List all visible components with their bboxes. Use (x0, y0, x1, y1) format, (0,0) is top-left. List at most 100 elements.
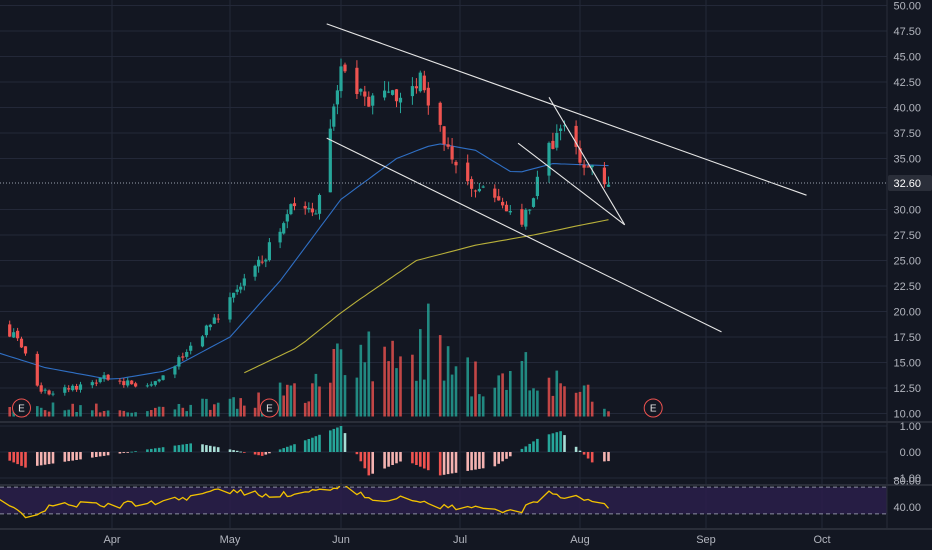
candle-body[interactable] (582, 164, 586, 168)
rsi-pane[interactable] (0, 483, 887, 519)
candle-body[interactable] (239, 286, 243, 290)
candle-body[interactable] (359, 88, 363, 92)
candle-body[interactable] (307, 207, 311, 210)
macd-pane[interactable] (0, 426, 610, 476)
candle-body[interactable] (418, 72, 422, 92)
candle-body[interactable] (189, 345, 193, 351)
candle-body[interactable] (94, 382, 98, 384)
candlesticks[interactable] (0, 58, 611, 397)
candle-body[interactable] (473, 190, 478, 192)
candle-body[interactable] (122, 381, 126, 386)
candle-body[interactable] (466, 162, 470, 182)
candle-body[interactable] (39, 385, 43, 392)
candle-body[interactable] (535, 176, 539, 196)
candle-body[interactable] (590, 165, 594, 168)
candle-body[interactable] (481, 186, 485, 188)
candle-body[interactable] (257, 259, 261, 267)
candle-body[interactable] (426, 87, 430, 106)
candle-body[interactable] (414, 86, 418, 89)
candle-body[interactable] (493, 188, 497, 198)
time-axis[interactable]: Apr May Jun Jul Aug Sep Oct (103, 534, 830, 546)
candle-body[interactable] (292, 203, 297, 207)
earnings-marker-circle[interactable] (643, 398, 663, 418)
candle-body[interactable] (90, 382, 94, 386)
candle-body[interactable] (208, 324, 212, 328)
candle-body[interactable] (157, 379, 161, 382)
candle-body[interactable] (524, 209, 528, 227)
candle-body[interactable] (145, 385, 149, 387)
candle-body[interactable] (204, 325, 208, 336)
candle-body[interactable] (51, 393, 55, 395)
candle-body[interactable] (216, 318, 220, 320)
candle-body[interactable] (63, 387, 67, 393)
candle-body[interactable] (562, 125, 567, 127)
candle-body[interactable] (47, 390, 51, 395)
candle-body[interactable] (23, 346, 28, 354)
candle-body[interactable] (606, 184, 611, 187)
price-axis[interactable]: 50.00 47.50 45.00 42.50 40.00 37.50 35.00 30.00… (888, 1, 932, 515)
candle-body[interactable] (71, 385, 75, 391)
candle-body[interactable] (363, 91, 367, 97)
candle-body[interactable] (394, 89, 399, 102)
candle-body[interactable] (16, 330, 20, 339)
candle-body[interactable] (314, 213, 318, 215)
candle-body[interactable] (470, 179, 474, 189)
candle-body[interactable] (422, 75, 426, 91)
candle-body[interactable] (102, 375, 106, 379)
candle-body[interactable] (383, 90, 387, 98)
candle-body[interactable] (528, 209, 532, 211)
candle-body[interactable] (328, 128, 332, 193)
candle-body[interactable] (228, 297, 232, 320)
candle-body[interactable] (232, 292, 236, 298)
trendline[interactable] (326, 137, 722, 333)
candle-body[interactable] (332, 106, 336, 127)
candle-body[interactable] (317, 195, 322, 214)
trendlines[interactable] (0, 23, 887, 333)
candle-body[interactable] (134, 383, 138, 387)
earnings-marker-circle[interactable] (259, 398, 279, 418)
trendline[interactable] (517, 142, 626, 226)
candle-body[interactable] (149, 384, 153, 386)
candle-body[interactable] (242, 278, 246, 286)
candle-body[interactable] (12, 332, 16, 338)
candle-body[interactable] (8, 324, 12, 337)
candle-body[interactable] (551, 140, 555, 149)
candle-body[interactable] (391, 90, 395, 95)
candle-body[interactable] (446, 144, 450, 147)
candle-body[interactable] (212, 317, 216, 324)
candle-body[interactable] (367, 96, 371, 107)
candle-body[interactable] (450, 146, 454, 160)
earnings-marker-circle[interactable] (12, 398, 31, 418)
candle-body[interactable] (508, 211, 512, 213)
candle-body[interactable] (602, 167, 606, 185)
candle-body[interactable] (339, 66, 343, 92)
candle-body[interactable] (78, 384, 83, 390)
candle-body[interactable] (574, 125, 578, 147)
candle-body[interactable] (555, 133, 559, 148)
candle-body[interactable] (578, 148, 582, 163)
candle-body[interactable] (267, 242, 271, 261)
candle-body[interactable] (289, 204, 293, 215)
trendline[interactable] (548, 97, 626, 226)
candle-body[interactable] (310, 208, 314, 213)
candle-body[interactable] (504, 204, 509, 212)
candle-body[interactable] (285, 214, 289, 222)
candle-body[interactable] (35, 353, 39, 386)
candle-body[interactable] (398, 97, 403, 103)
candle-body[interactable] (520, 209, 524, 225)
candle-body[interactable] (278, 231, 282, 243)
candle-body[interactable] (43, 389, 47, 391)
candle-body[interactable] (410, 86, 414, 97)
trendline[interactable] (326, 23, 807, 196)
candle-body[interactable] (547, 142, 551, 176)
candle-body[interactable] (371, 95, 375, 106)
candle-body[interactable] (531, 198, 536, 207)
candle-body[interactable] (501, 201, 505, 206)
candle-body[interactable] (161, 375, 165, 380)
candle-body[interactable] (438, 102, 442, 125)
candle-body[interactable] (185, 352, 189, 357)
candle-body[interactable] (253, 265, 257, 277)
candle-body[interactable] (130, 380, 134, 385)
